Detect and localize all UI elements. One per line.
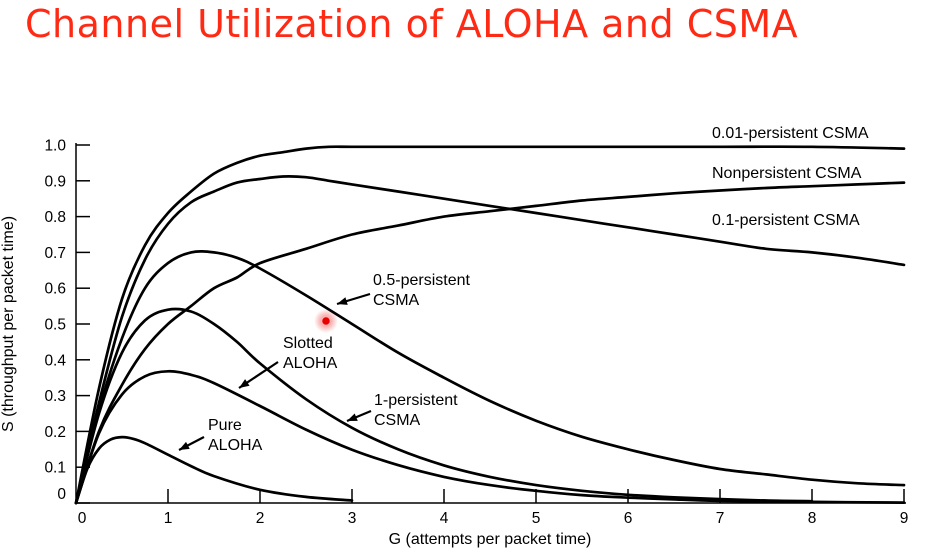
y-tick-label: 0.5 — [44, 317, 66, 334]
arrowhead-slotted-aloha — [239, 379, 250, 388]
x-tick-label: 0 — [78, 510, 87, 527]
chart-axes: 0 0.1 0.2 0.3 0.4 0.5 0.6 0.7 0.8 0.9 1.0 0 1 2 3 4 5 6 7 8… — [0, 138, 908, 549]
y-tick-label: 0.4 — [44, 352, 66, 369]
x-axis-title: G (attempts per packet time) — [389, 531, 592, 548]
y-axis-title: S (throughput per packet time) — [0, 216, 17, 432]
x-tick-label: 8 — [808, 510, 817, 527]
series-line-nonpersistent-csma — [74, 181, 906, 505]
pointer-dot — [320, 315, 332, 327]
series-label-0-1-persistent-csma: 0.1-persistent CSMA — [712, 212, 860, 229]
series-label-pure-aloha: ALOHA — [208, 437, 263, 454]
y-tick-label: 0.3 — [44, 388, 66, 405]
y-tick-label: 0.2 — [44, 424, 66, 441]
x-tick-label: 5 — [532, 510, 541, 527]
series-label-1-persistent-csma: 1-persistent — [374, 392, 458, 409]
x-tick-label: 7 — [716, 510, 725, 527]
y-tick-label: 0.9 — [44, 173, 66, 190]
arrowhead-1-persistent-csma — [347, 413, 358, 421]
series-label-pure-aloha: Pure — [208, 417, 242, 434]
series-line-0-01-persistent-csma — [74, 145, 906, 505]
series-line-pure-aloha — [74, 435, 354, 505]
x-tick-label: 3 — [348, 510, 357, 527]
y-tick-label: 0.6 — [44, 281, 66, 298]
arrowhead-pure-aloha — [179, 441, 190, 450]
x-tick-label: 4 — [440, 510, 449, 527]
arrowhead-0-5-persistent-csma — [337, 297, 348, 305]
x-tick-label: 6 — [624, 510, 633, 527]
x-tick-label: 1 — [164, 510, 173, 527]
y-tick-label: 1.0 — [44, 138, 66, 155]
series-line-0-1-persistent-csma — [74, 175, 906, 505]
series-label-slotted-aloha: ALOHA — [283, 355, 338, 372]
chart-series-labels: 0.01-persistent CSMA Nonpersistent CSMA 0.… — [178, 125, 869, 454]
series-line-1-persistent-csma — [74, 307, 814, 505]
series-label-0-5-persistent-csma: CSMA — [373, 292, 420, 309]
series-label-nonpersistent-csma: Nonpersistent CSMA — [712, 165, 862, 182]
slide-title: Channel Utilization of ALOHA and CSMA — [25, 2, 799, 46]
series-label-1-persistent-csma: CSMA — [374, 412, 421, 429]
series-label-0-5-persistent-csma: 0.5-persistent — [373, 272, 470, 289]
x-tick-label: 9 — [900, 510, 909, 527]
series-line-slotted-aloha — [74, 369, 906, 505]
series-label-0-01-persistent-csma: 0.01-persistent CSMA — [712, 125, 869, 142]
chart-series — [74, 145, 906, 505]
pointer-layer — [314, 309, 338, 333]
x-tick-label: 2 — [256, 510, 265, 527]
y-tick-label: 0 — [57, 486, 66, 503]
y-tick-label: 0.1 — [44, 460, 66, 477]
series-label-slotted-aloha: Slotted — [283, 335, 333, 352]
y-tick-label: 0.7 — [44, 245, 66, 262]
y-tick-label: 0.8 — [44, 209, 66, 226]
series-line-0-5-persistent-csma — [74, 250, 906, 505]
